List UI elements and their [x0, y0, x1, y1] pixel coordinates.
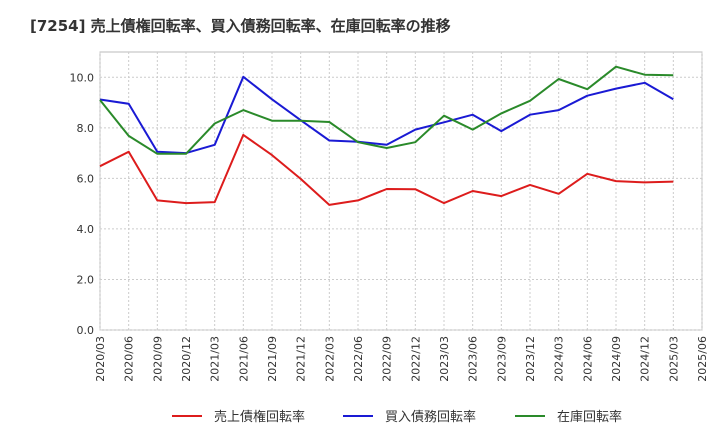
x-tick-label: 2023/06	[467, 336, 480, 382]
x-tick-label: 2022/12	[409, 336, 422, 382]
chart-title: [7254] 売上債権回転率、買入債務回転率、在庫回転率の推移	[30, 17, 451, 35]
x-tick-label: 2023/03	[438, 336, 451, 382]
plot-area	[99, 51, 703, 331]
legend-label: 在庫回転率	[557, 409, 622, 425]
grid-lines	[99, 52, 703, 331]
x-tick-label: 2025/06	[696, 336, 709, 382]
x-tick-label: 2020/03	[94, 336, 107, 382]
x-tick-label: 2024/03	[553, 336, 566, 382]
legend-label: 買入債務回転率	[385, 409, 476, 425]
x-tick-label: 2023/09	[495, 336, 508, 382]
x-tick-label: 2020/09	[151, 336, 164, 382]
x-tick-label: 2024/06	[581, 336, 594, 382]
plot-frame	[99, 51, 703, 331]
x-tick-label: 2024/09	[610, 336, 623, 382]
series-layer	[99, 65, 674, 206]
series-line-2	[99, 75, 674, 155]
y-tick-label: 2.0	[77, 273, 95, 286]
x-tick-label: 2021/12	[295, 336, 308, 382]
x-tick-label: 2022/09	[381, 336, 394, 382]
x-tick-label: 2022/03	[323, 336, 336, 382]
y-tick-label: 4.0	[77, 223, 95, 236]
legend: 売上債権回転率 買入債務回転率 在庫回転率	[172, 409, 622, 425]
x-tick-label: 2020/12	[180, 336, 193, 382]
x-tick-label: 2020/06	[123, 336, 136, 382]
x-tick-label: 2024/12	[639, 336, 652, 382]
x-tick-label: 2021/03	[209, 336, 222, 382]
x-tick-label: 2022/06	[352, 336, 365, 382]
x-tick-label: 2023/12	[524, 336, 537, 382]
x-axis: 2020/03 2020/06 2020/09 2020/12 2021/03 2021/…	[94, 336, 709, 382]
y-tick-label: 0.0	[77, 324, 95, 337]
y-tick-label: 10.0	[70, 71, 95, 84]
series-line-3	[99, 65, 674, 155]
y-tick-label: 8.0	[77, 122, 95, 135]
x-tick-label: 2021/06	[237, 336, 250, 382]
x-tick-label: 2025/03	[667, 336, 680, 382]
series-line-1	[99, 133, 674, 206]
legend-label: 売上債権回転率	[214, 409, 305, 425]
y-axis: 0.0 2.0 4.0 6.0 8.0 10.0	[70, 71, 95, 337]
x-tick-label: 2021/09	[266, 336, 279, 382]
y-tick-label: 6.0	[77, 172, 95, 185]
